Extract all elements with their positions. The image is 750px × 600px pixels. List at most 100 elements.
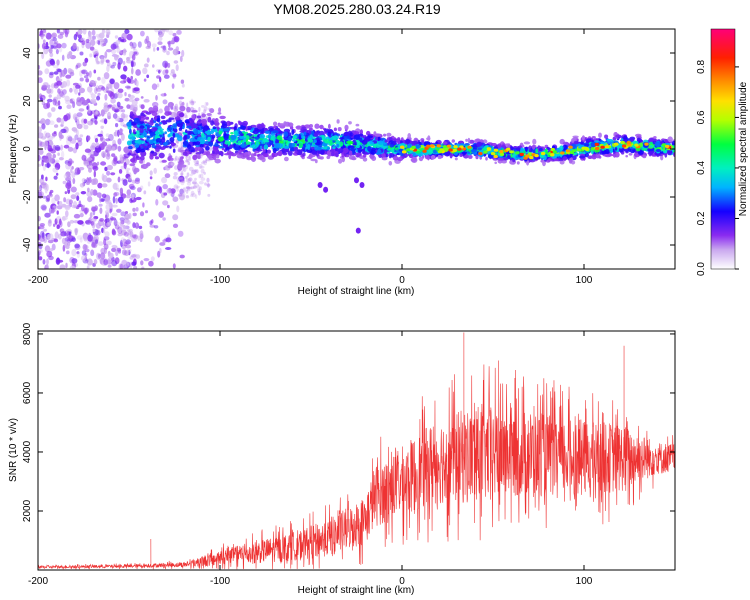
heatmap-point: [198, 106, 201, 112]
heatmap-point: [41, 52, 45, 60]
heatmap-point: [172, 263, 176, 269]
heatmap-point: [381, 153, 386, 158]
heatmap-point: [192, 169, 197, 175]
heatmap-point: [158, 145, 162, 150]
heatmap-point: [122, 193, 126, 198]
heatmap-point: [257, 124, 264, 130]
heatmap-point: [328, 123, 331, 130]
heatmap-point: [158, 69, 161, 74]
heatmap-point: [158, 108, 163, 114]
heatmap-point: [40, 118, 46, 125]
heatmap-point: [121, 109, 126, 113]
heatmap-point: [562, 141, 569, 146]
heatmap-point: [38, 215, 41, 222]
heatmap-point: [58, 157, 64, 161]
heatmap-point: [60, 150, 65, 159]
heatmap-point: [257, 149, 263, 152]
heatmap-point: [52, 64, 59, 69]
heatmap-point: [255, 141, 260, 148]
heatmap-point: [161, 159, 167, 163]
heatmap-point: [493, 154, 498, 159]
heatmap-point: [120, 50, 123, 54]
heatmap-point: [143, 78, 147, 82]
heatmap-point: [83, 124, 89, 130]
heatmap-point: [309, 134, 313, 140]
heatmap-point: [133, 46, 136, 51]
heatmap-point: [135, 196, 142, 201]
heatmap-point: [187, 186, 191, 190]
heatmap-point: [467, 137, 471, 144]
heatmap-point: [131, 67, 134, 75]
heatmap-point: [185, 195, 189, 198]
heatmap-point: [73, 33, 78, 41]
heatmap-point: [170, 111, 177, 118]
heatmap-point: [550, 147, 555, 152]
heatmap-point: [56, 43, 62, 49]
heatmap-point: [644, 142, 649, 146]
heatmap-point: [236, 154, 244, 159]
heatmap-point: [439, 148, 444, 152]
heatmap-point: [129, 111, 134, 116]
heatmap-point: [400, 145, 405, 149]
heatmap-point: [86, 258, 93, 266]
heatmap-point: [192, 102, 195, 106]
heatmap-point: [90, 249, 95, 257]
heatmap-point: [333, 127, 337, 132]
heatmap-point: [128, 183, 135, 189]
heatmap-point: [68, 199, 73, 205]
heatmap-point: [203, 109, 207, 114]
heatmap-point: [493, 148, 499, 152]
heatmap-point: [69, 71, 75, 77]
heatmap-point: [72, 101, 76, 109]
heatmap-point: [547, 158, 551, 162]
heatmap-point: [393, 140, 397, 146]
heatmap-point: [143, 258, 150, 262]
heatmap-point: [483, 150, 488, 154]
heatmap-point: [310, 158, 317, 162]
heatmap-point: [102, 175, 108, 183]
heatmap-point: [185, 195, 190, 199]
heatmap-point: [173, 107, 178, 112]
heatmap-point: [56, 224, 60, 229]
heatmap-point: [102, 228, 106, 234]
heatmap-point: [117, 138, 122, 145]
heatmap-point: [94, 86, 98, 95]
heatmap-point: [153, 167, 157, 174]
heatmap-point: [571, 149, 576, 153]
heatmap-point: [105, 59, 110, 63]
heatmap-point: [209, 108, 215, 114]
heatmap-point: [164, 105, 170, 113]
heatmap-point: [191, 123, 198, 129]
heatmap-point: [129, 153, 137, 156]
heatmap-point: [172, 175, 177, 180]
bottom-y-tick-label: 6000: [22, 381, 33, 404]
heatmap-point: [90, 189, 94, 196]
heatmap-point: [187, 161, 191, 166]
heatmap-point: [83, 118, 88, 124]
heatmap-point: [418, 156, 424, 162]
heatmap-point: [48, 94, 52, 98]
heatmap-point: [306, 148, 313, 154]
heatmap-point: [338, 158, 343, 164]
heatmap-point: [408, 153, 414, 159]
heatmap-point: [106, 164, 113, 171]
heatmap-point: [263, 144, 269, 150]
heatmap-point: [126, 248, 132, 253]
heatmap-point: [600, 141, 605, 145]
heatmap-point: [53, 131, 57, 135]
heatmap-point: [123, 242, 128, 247]
heatmap-point: [494, 161, 498, 165]
heatmap-point: [66, 250, 70, 255]
heatmap-point: [170, 69, 175, 74]
heatmap-point: [65, 262, 68, 268]
heatmap-point: [130, 254, 137, 258]
heatmap-point: [129, 163, 136, 167]
heatmap-point: [377, 136, 381, 141]
heatmap-point: [77, 203, 83, 208]
heatmap-point: [87, 135, 91, 141]
heatmap-point: [115, 197, 118, 204]
heatmap-point: [74, 243, 80, 249]
heatmap-point: [194, 160, 199, 165]
heatmap-point: [155, 138, 162, 143]
heatmap-point: [426, 144, 431, 148]
